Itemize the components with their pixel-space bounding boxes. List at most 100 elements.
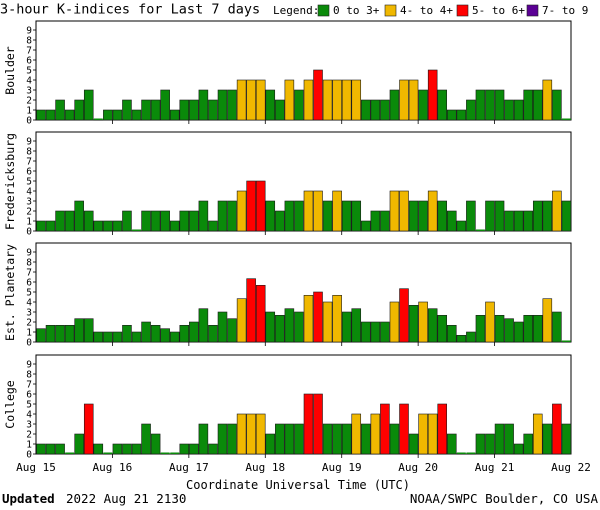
kindex-bar (294, 89, 304, 121)
kindex-bar (112, 220, 123, 232)
kindex-bar (485, 301, 495, 343)
kindex-bar (523, 89, 533, 121)
kindex-bar (341, 311, 352, 343)
kindex-bar (64, 210, 75, 232)
kindex-bar (456, 334, 467, 343)
kindex-bar (427, 308, 438, 343)
kindex-bar (399, 190, 409, 232)
kindex-bar (122, 210, 132, 232)
kindex-bar-zero (561, 118, 571, 120)
kindex-bar (217, 423, 228, 455)
kindex-bar (552, 311, 562, 343)
y-tick-label: 3 (26, 197, 32, 208)
kindex-bar (160, 328, 170, 343)
kindex-bar (351, 200, 362, 232)
kindex-bar (322, 79, 333, 121)
y-tick-label: 1 (26, 440, 32, 451)
legend: 0 to 3+ 4- to 4+ 5- to 6+ 7- to 9 (317, 4, 588, 17)
kindex-bar (351, 79, 362, 121)
kindex-bar (475, 433, 486, 455)
y-tick-label: 3 (26, 308, 32, 319)
kindex-bar (418, 413, 428, 455)
kindex-bar (93, 220, 104, 232)
kindex-bar (389, 423, 400, 455)
legend-label: Legend: (273, 4, 319, 17)
updated-value: 2022 Aug 21 2130 (66, 491, 186, 506)
kindex-bar (456, 109, 467, 121)
kindex-bar (361, 220, 371, 232)
kindex-bar (131, 109, 142, 121)
kindex-bar (83, 403, 94, 455)
kindex-bar (427, 190, 438, 232)
y-tick-label: 8 (26, 36, 32, 47)
kindex-bar (112, 331, 123, 343)
y-tick-label: 4 (26, 76, 32, 87)
kindex-bar (103, 220, 113, 232)
kindex-bar (389, 190, 400, 232)
kindex-bar (322, 301, 333, 343)
kindex-bar (179, 99, 190, 121)
kindex-bar (83, 210, 94, 232)
kindex-bar (208, 324, 218, 343)
kindex-bar (447, 433, 457, 455)
kindex-bar-zero (93, 118, 103, 120)
kindex-bar (74, 318, 84, 343)
kindex-bar (552, 403, 562, 455)
y-tick-label: 1 (26, 328, 32, 339)
kindex-bar (380, 99, 390, 121)
kindex-bar (341, 200, 352, 232)
kindex-bar (141, 423, 151, 455)
legend-item-label: 7- to 9 (542, 4, 588, 17)
kindex-bar (55, 99, 65, 121)
kindex-bar (399, 403, 409, 455)
x-tick-label: Aug 16 (93, 461, 133, 474)
kindex-bar (351, 308, 362, 343)
kindex-bar (236, 413, 247, 455)
kindex-bar (141, 99, 151, 121)
kindex-bar (542, 79, 553, 121)
legend-swatch (456, 4, 469, 17)
kindex-bar (418, 200, 428, 232)
kindex-bar (389, 89, 400, 121)
y-tick-label: 0 (26, 116, 32, 127)
kindex-bar (103, 109, 113, 121)
kindex-bar-zero (456, 452, 466, 454)
y-tick-label: 2 (26, 430, 32, 441)
x-tick-label: Aug 22 (551, 461, 591, 474)
kindex-bar (131, 443, 142, 455)
kindex-bar (475, 314, 486, 343)
kindex-bar (322, 200, 333, 232)
kindex-bar (93, 443, 104, 455)
kindex-bar (122, 99, 132, 121)
kindex-bar (198, 89, 209, 121)
kindex-bar (542, 423, 553, 455)
kindex-bar (504, 99, 514, 121)
kindex-bar (313, 291, 323, 343)
kindex-bar (169, 220, 180, 232)
kindex-bar (150, 99, 161, 121)
y-tick-label: 3 (26, 86, 32, 97)
kindex-bar (275, 210, 285, 232)
kindex-bar (227, 318, 237, 343)
kindex-bar (36, 328, 46, 343)
kindex-bar (466, 99, 476, 121)
kindex-bar (532, 200, 543, 232)
kindex-bar (246, 180, 256, 232)
y-tick-label: 5 (26, 288, 32, 299)
kindex-bar (236, 190, 247, 232)
kindex-bar (380, 210, 390, 232)
kindex-bar (494, 314, 505, 343)
kindex-bar (332, 423, 342, 455)
kindex-bar (45, 220, 56, 232)
kindex-bar (141, 210, 151, 232)
kindex-bar (179, 443, 190, 455)
kindex-bar (255, 79, 266, 121)
kindex-bar (208, 443, 218, 455)
kindex-bar (513, 443, 524, 455)
kindex-bar (284, 308, 295, 343)
kindex-bar (552, 190, 562, 232)
kindex-bar (303, 190, 314, 232)
kindex-bar (83, 89, 94, 121)
